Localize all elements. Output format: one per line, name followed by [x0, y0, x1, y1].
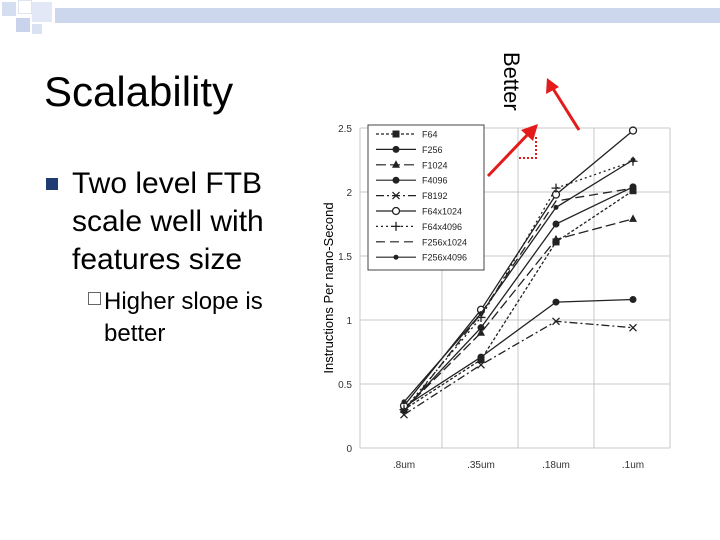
- series-f8192: [400, 317, 637, 419]
- arrow-head-icon: [546, 78, 559, 94]
- point-marker: [392, 160, 400, 168]
- x-tick-label: .1um: [622, 460, 644, 471]
- series-line: [403, 187, 634, 413]
- legend-label: F256x1024: [422, 237, 467, 247]
- point-marker: [551, 183, 561, 193]
- deco-square: [16, 18, 30, 32]
- chart-series: [399, 126, 638, 419]
- point-marker: [552, 220, 560, 228]
- point-marker: [477, 324, 485, 332]
- series-line: [403, 186, 634, 411]
- point-marker: [391, 206, 401, 216]
- y-tick-label: 2: [346, 188, 352, 199]
- y-tick-label: 0: [346, 444, 352, 455]
- point-marker: [629, 323, 637, 332]
- arrow-diagonal-icon: [486, 129, 533, 178]
- point-marker: [401, 399, 407, 405]
- point-marker: [552, 298, 560, 306]
- sub-bullet-box-icon: [88, 292, 101, 305]
- x-tick-labels: .8um .35um .18um .1um: [393, 460, 644, 471]
- y-tick-label: 0.5: [338, 380, 352, 391]
- deco-square: [32, 24, 42, 34]
- x-tick-label: .18um: [542, 460, 570, 471]
- series-f256x4096: [401, 157, 636, 405]
- slide-title: Scalability: [44, 68, 234, 115]
- legend-label: F1024: [422, 160, 448, 170]
- series-f256x1024: [403, 187, 634, 413]
- legend-label: F8192: [422, 191, 448, 201]
- series-line: [403, 320, 634, 416]
- sub-bullet-text: Higher slope is better: [104, 288, 263, 347]
- deco-square: [2, 2, 16, 16]
- x-tick-label: .8um: [393, 460, 415, 471]
- point-marker: [392, 130, 400, 138]
- deco-square: [32, 2, 52, 22]
- point-marker: [553, 204, 559, 210]
- header-band: [55, 8, 720, 23]
- point-marker: [628, 126, 638, 135]
- point-marker: [477, 328, 485, 336]
- legend-label: F4096: [422, 176, 448, 186]
- point-marker: [552, 317, 560, 326]
- point-marker: [629, 183, 637, 191]
- point-marker: [400, 410, 408, 419]
- point-marker: [392, 176, 400, 184]
- point-marker: [477, 360, 485, 369]
- legend-label: F256: [422, 145, 443, 155]
- point-marker: [629, 296, 637, 304]
- y-tick-label: 2.5: [338, 124, 352, 135]
- y-axis-label: Instructions Per nano-Second: [321, 202, 336, 373]
- point-marker: [629, 214, 637, 222]
- series-line: [403, 159, 634, 403]
- point-marker: [478, 311, 484, 317]
- point-marker: [392, 191, 400, 200]
- slide-decoration: [0, 0, 720, 40]
- point-marker: [477, 353, 485, 361]
- y-tick-labels: 0 0.5 1 1.5 2 2.5: [338, 124, 352, 455]
- deco-square: [18, 0, 32, 14]
- x-tick-label: .35um: [467, 460, 495, 471]
- y-tick-label: 1.5: [338, 252, 352, 263]
- legend-label: F64x1024: [422, 207, 462, 217]
- series-line: [403, 190, 634, 411]
- better-arrows: [486, 78, 581, 178]
- point-marker: [393, 254, 399, 260]
- arrow-up-icon: [550, 86, 581, 131]
- point-marker: [552, 234, 560, 243]
- point-marker: [399, 405, 409, 415]
- legend-label: F64x4096: [422, 222, 462, 232]
- bullet-square-icon: [46, 178, 58, 190]
- point-marker: [392, 145, 400, 153]
- bullet-text: Two level FTB scale well with features s…: [72, 167, 264, 276]
- series-line: [403, 218, 634, 411]
- point-marker: [629, 187, 637, 195]
- legend-label: F256x4096: [422, 253, 467, 263]
- legend-label: F64: [422, 130, 438, 140]
- angle-marker-icon: [519, 136, 537, 159]
- y-tick-label: 1: [346, 316, 352, 327]
- point-marker: [391, 221, 401, 231]
- chart-legend: F64 F256 F1024 F4096 F8192 F64x1024 F64x4096 F2…: [367, 124, 485, 271]
- arrow-head-icon: [521, 124, 538, 141]
- point-marker: [630, 157, 636, 163]
- series-line: [403, 298, 634, 408]
